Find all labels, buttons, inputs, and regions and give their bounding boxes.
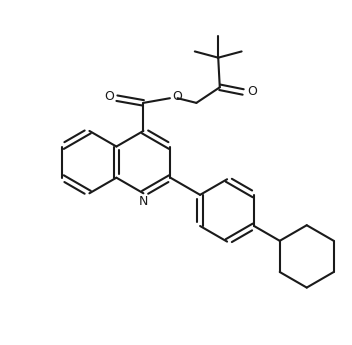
- Text: O: O: [173, 90, 183, 103]
- Text: O: O: [104, 90, 114, 103]
- Text: O: O: [247, 86, 257, 98]
- Text: N: N: [139, 195, 148, 208]
